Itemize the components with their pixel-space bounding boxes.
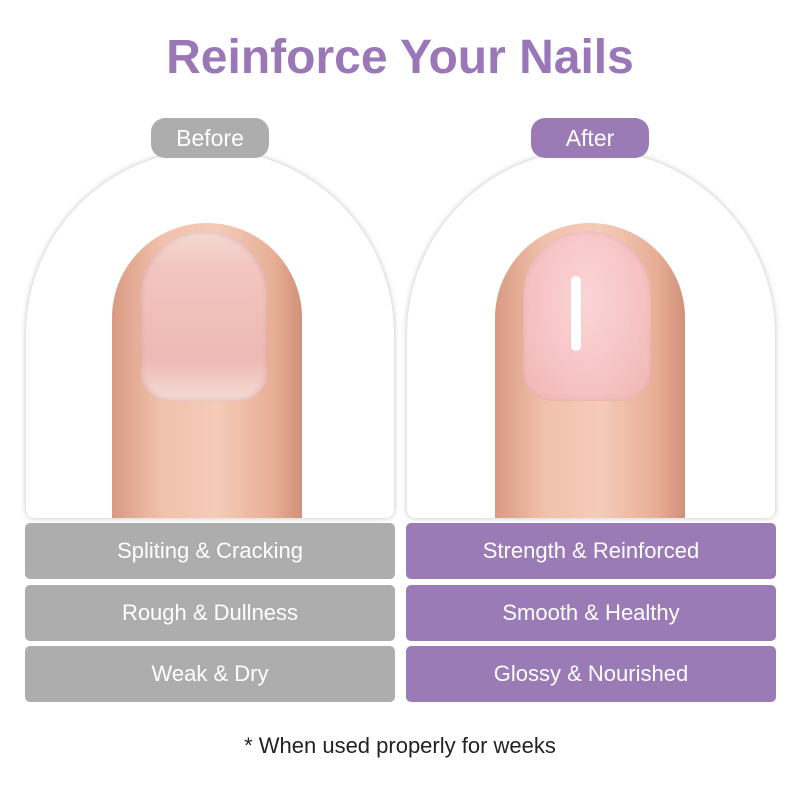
page-title: Reinforce Your Nails bbox=[166, 31, 634, 84]
after-item: Smooth & Healthy bbox=[406, 585, 776, 641]
before-item: Weak & Dry bbox=[25, 646, 395, 702]
footnote: * When used properly for weeks bbox=[244, 733, 556, 758]
after-item: Glossy & Nourished bbox=[406, 646, 776, 702]
after-image-panel bbox=[407, 150, 775, 518]
healthy-nail bbox=[523, 231, 651, 401]
before-finger-image bbox=[112, 223, 302, 518]
before-image-panel bbox=[26, 150, 394, 518]
before-item: Rough & Dullness bbox=[25, 585, 395, 641]
before-badge: Before bbox=[151, 118, 269, 158]
before-item: Spliting & Cracking bbox=[25, 523, 395, 579]
after-item: Strength & Reinforced bbox=[406, 523, 776, 579]
damaged-nail bbox=[140, 231, 268, 401]
after-finger-image bbox=[495, 223, 685, 518]
after-badge: After bbox=[531, 118, 649, 158]
